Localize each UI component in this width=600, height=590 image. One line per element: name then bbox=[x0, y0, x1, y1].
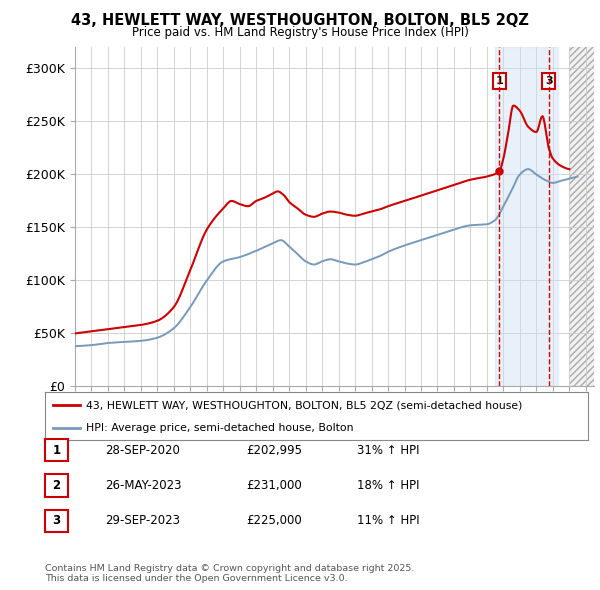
Text: 1: 1 bbox=[52, 444, 61, 457]
Text: £231,000: £231,000 bbox=[246, 479, 302, 492]
Text: 18% ↑ HPI: 18% ↑ HPI bbox=[357, 479, 419, 492]
Bar bbox=[569, 47, 600, 386]
Text: £202,995: £202,995 bbox=[246, 444, 302, 457]
Text: £225,000: £225,000 bbox=[246, 514, 302, 527]
Text: 28-SEP-2020: 28-SEP-2020 bbox=[105, 444, 180, 457]
Text: 29-SEP-2023: 29-SEP-2023 bbox=[105, 514, 180, 527]
Bar bbox=[495, 47, 558, 386]
Text: 43, HEWLETT WAY, WESTHOUGHTON, BOLTON, BL5 2QZ (semi-detached house): 43, HEWLETT WAY, WESTHOUGHTON, BOLTON, B… bbox=[86, 400, 522, 410]
Bar bbox=[569, 47, 600, 386]
Text: 11% ↑ HPI: 11% ↑ HPI bbox=[357, 514, 419, 527]
Text: 3: 3 bbox=[545, 76, 553, 86]
Text: 2: 2 bbox=[52, 479, 61, 492]
Text: HPI: Average price, semi-detached house, Bolton: HPI: Average price, semi-detached house,… bbox=[86, 423, 353, 432]
Text: 43, HEWLETT WAY, WESTHOUGHTON, BOLTON, BL5 2QZ: 43, HEWLETT WAY, WESTHOUGHTON, BOLTON, B… bbox=[71, 13, 529, 28]
Text: 31% ↑ HPI: 31% ↑ HPI bbox=[357, 444, 419, 457]
Text: 3: 3 bbox=[52, 514, 61, 527]
Text: Contains HM Land Registry data © Crown copyright and database right 2025.
This d: Contains HM Land Registry data © Crown c… bbox=[45, 563, 415, 583]
Text: Price paid vs. HM Land Registry's House Price Index (HPI): Price paid vs. HM Land Registry's House … bbox=[131, 26, 469, 39]
Text: 1: 1 bbox=[496, 76, 503, 86]
Text: 26-MAY-2023: 26-MAY-2023 bbox=[105, 479, 182, 492]
